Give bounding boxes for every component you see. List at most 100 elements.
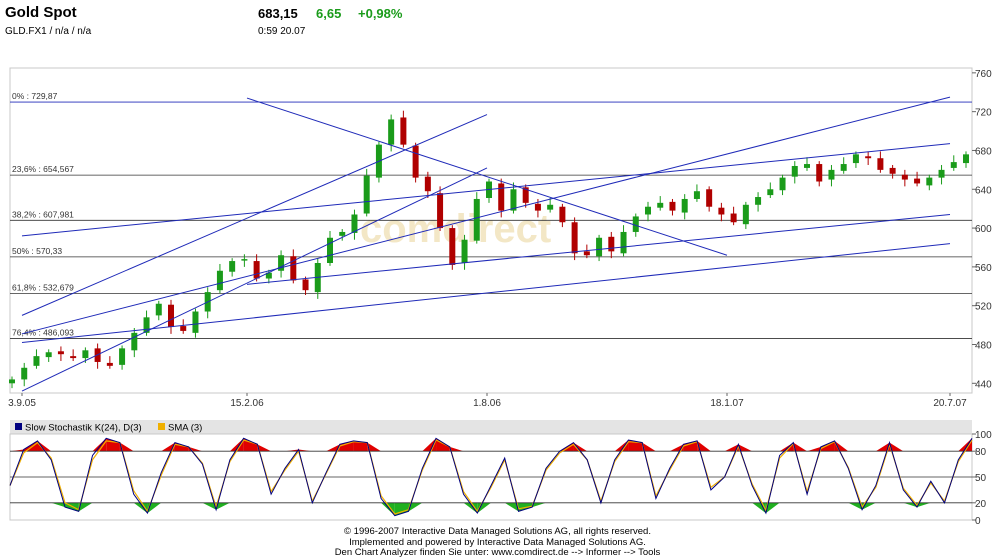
stochastic-y-tick-label: 100 xyxy=(975,430,992,441)
oversold-fill xyxy=(765,502,780,514)
overbought-fill xyxy=(353,440,368,452)
fibonacci-level-label: 61,8% : 532,679 xyxy=(12,282,74,292)
candle-down xyxy=(57,351,64,355)
overbought-fill xyxy=(367,442,382,452)
candle-up xyxy=(265,272,272,279)
y-axis-tick-label: 760 xyxy=(975,69,992,80)
oversold-fill xyxy=(917,502,931,508)
stochastic-legend-label: Slow Stochastik K(24), D(3) xyxy=(25,423,142,434)
y-axis-tick-label: 440 xyxy=(975,379,992,390)
x-axis-tick-label: 1.8.06 xyxy=(473,398,501,409)
overbought-fill xyxy=(875,442,890,452)
stochastic-panel: Slow Stochastik K(24), D(3) SMA (3) 100 8… xyxy=(9,420,992,527)
candle-down xyxy=(730,213,737,223)
candle-down xyxy=(302,279,309,291)
y-axis-tick-label: 560 xyxy=(975,263,992,274)
copyright-footer: © 1996-2007 Interactive Data Managed Sol… xyxy=(0,526,995,559)
overbought-fill xyxy=(326,444,340,452)
candle-up xyxy=(742,204,749,225)
candle-up xyxy=(119,348,126,365)
trend-line xyxy=(246,213,951,285)
candle-down xyxy=(608,236,615,252)
footer-line-analyzer-link: Den Chart Analyzer finden Sie unter: www… xyxy=(334,547,661,558)
candle-up xyxy=(547,204,554,210)
candle-up xyxy=(791,165,798,177)
candle-up xyxy=(767,189,774,196)
candle-up xyxy=(351,214,358,233)
candle-up xyxy=(33,356,40,366)
candle-up xyxy=(155,303,162,316)
candle-up xyxy=(645,206,651,215)
candle-up xyxy=(755,197,762,205)
overbought-fill xyxy=(284,449,299,452)
fibonacci-level-label: 38,2% : 607,981 xyxy=(12,209,74,219)
y-axis-tick-label: 520 xyxy=(975,302,992,313)
y-axis-tick-label: 720 xyxy=(975,108,992,119)
candle-up xyxy=(804,164,810,168)
candle-down xyxy=(559,206,566,223)
candle-up xyxy=(840,164,847,171)
last-price: 683,15 xyxy=(258,6,298,21)
overbought-fill xyxy=(958,438,972,452)
candle-down xyxy=(571,222,578,254)
candle-down xyxy=(889,167,896,174)
watermark-text: comdirect xyxy=(360,207,551,251)
candle-up xyxy=(461,239,468,263)
overbought-fill xyxy=(779,442,794,452)
price-change-percent: +0,98% xyxy=(358,6,403,21)
candle-down xyxy=(706,189,713,207)
footer-line-powered: Implemented and powered by Interactive D… xyxy=(349,536,646,548)
candle-down xyxy=(914,178,921,184)
candle-up xyxy=(473,198,480,241)
oversold-fill xyxy=(381,502,395,516)
stochastic-legend-swatch xyxy=(15,423,22,430)
oversold-fill xyxy=(848,502,863,510)
candle-up xyxy=(779,177,786,191)
trend-line xyxy=(246,97,728,256)
candle-up xyxy=(45,352,52,358)
oversold-fill xyxy=(78,502,93,512)
candle-up xyxy=(938,169,945,178)
candle-down xyxy=(865,156,872,159)
stochastic-y-tick-label: 80 xyxy=(975,447,987,458)
candle-up xyxy=(82,350,89,359)
stochastic-y-tick-label: 20 xyxy=(975,499,987,510)
overbought-fill xyxy=(257,444,272,452)
fibonacci-level-label: 23,6% : 654,567 xyxy=(12,164,74,174)
candle-up xyxy=(192,311,199,333)
candle-down xyxy=(449,228,456,265)
trend-line xyxy=(21,243,951,344)
instrument-title: Gold Spot xyxy=(5,4,77,21)
candle-down xyxy=(180,326,187,331)
overbought-fill xyxy=(573,442,588,452)
y-axis-tick-label: 480 xyxy=(975,340,992,351)
trend-line xyxy=(21,114,488,316)
candle-down xyxy=(253,261,260,279)
sma-legend-swatch xyxy=(158,423,165,430)
oversold-fill xyxy=(903,502,918,508)
candle-up xyxy=(131,332,138,351)
overbought-fill xyxy=(697,440,711,452)
overbought-fill xyxy=(724,444,739,452)
overbought-fill xyxy=(642,442,656,452)
y-axis-tick-label: 640 xyxy=(975,185,992,196)
candle-down xyxy=(437,193,444,229)
stochastic-line xyxy=(9,437,973,517)
candle-up xyxy=(327,237,333,263)
price-change: 6,65 xyxy=(316,6,342,21)
candle-down xyxy=(877,158,884,170)
y-axis-tick-label: 680 xyxy=(975,146,992,157)
oversold-fill xyxy=(216,502,230,510)
stochastic-legend-bar xyxy=(10,420,972,434)
trend-line xyxy=(21,96,951,335)
candle-up xyxy=(632,216,639,232)
fibonacci-level-label: 76,4% : 486,093 xyxy=(12,328,74,338)
candle-up xyxy=(241,259,248,261)
overbought-fill xyxy=(10,449,24,452)
price-chart: comdirect 0% : 729,87 23,6% : 654,567 38,2… xyxy=(8,67,992,409)
candle-up xyxy=(229,261,236,272)
overbought-fill xyxy=(298,449,313,452)
candle-down xyxy=(718,207,725,215)
trend-line xyxy=(21,167,488,392)
candle-down xyxy=(412,145,419,178)
